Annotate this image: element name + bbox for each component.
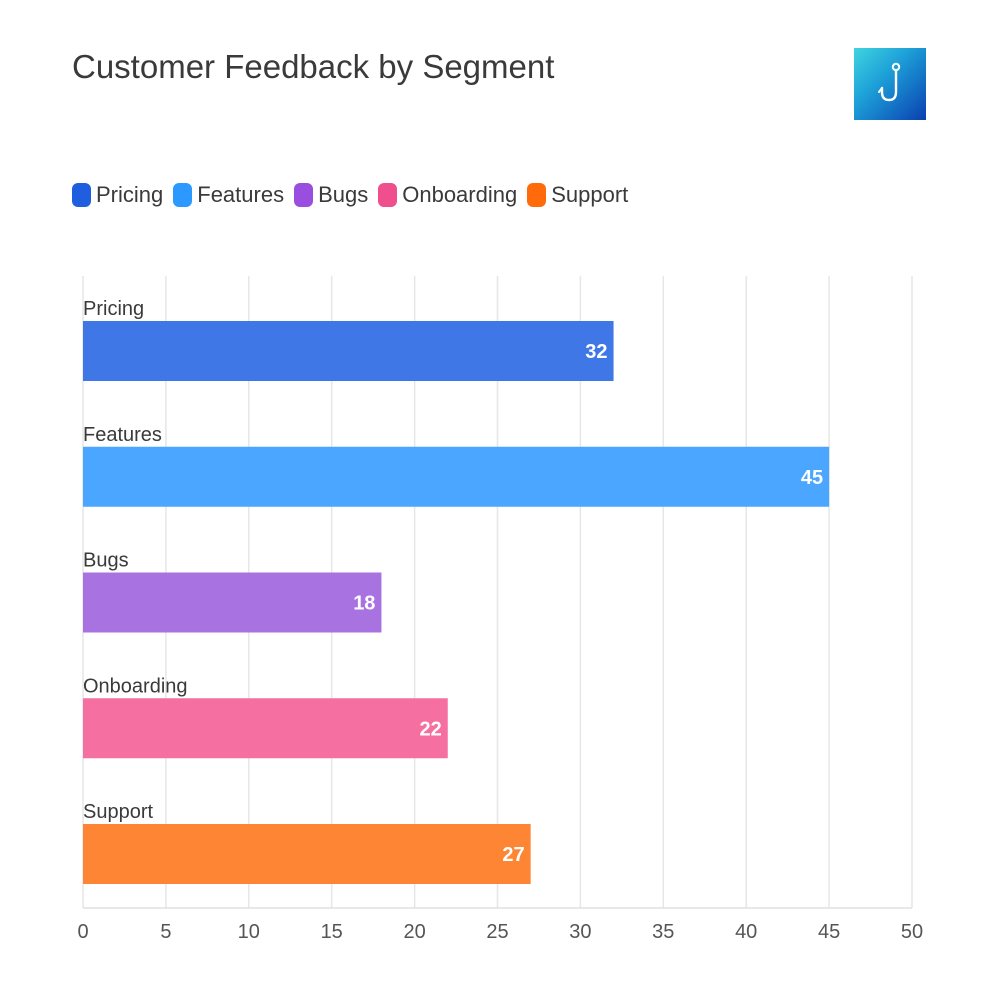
value-label-pricing: 32 xyxy=(585,341,607,363)
legend-label: Features xyxy=(197,182,285,207)
x-tick-label: 15 xyxy=(321,921,343,943)
legend-item-support[interactable]: Support xyxy=(527,182,628,208)
x-tick-label: 30 xyxy=(569,921,591,943)
legend-label: Bugs xyxy=(318,182,369,207)
x-tick-label: 10 xyxy=(238,921,260,943)
x-tick-label: 40 xyxy=(735,921,757,943)
category-label-bugs: Bugs xyxy=(83,550,129,572)
logo xyxy=(854,48,926,120)
legend-label: Onboarding xyxy=(402,182,518,207)
legend-swatch xyxy=(173,183,193,207)
bar-features[interactable] xyxy=(83,446,830,507)
x-tick-label: 25 xyxy=(486,921,508,943)
legend-label: Pricing xyxy=(96,182,164,207)
x-tick-label: 20 xyxy=(403,921,425,943)
chart-title: Customer Feedback by Segment xyxy=(72,48,555,85)
x-tick-label: 50 xyxy=(901,921,923,943)
legend-swatch xyxy=(294,183,314,207)
legend: Pricing Features Bugs Onboarding Support xyxy=(72,182,638,208)
x-tick-label: 0 xyxy=(77,921,88,943)
legend-item-onboarding[interactable]: Onboarding xyxy=(378,182,517,208)
bar-support[interactable] xyxy=(83,824,531,884)
bar-pricing[interactable] xyxy=(83,321,614,381)
fishhook-icon xyxy=(878,62,901,102)
legend-item-bugs[interactable]: Bugs xyxy=(294,182,368,208)
category-label-onboarding: Onboarding xyxy=(83,675,188,697)
x-tick-label: 5 xyxy=(160,921,171,943)
value-label-features: 45 xyxy=(801,467,823,489)
value-label-support: 27 xyxy=(502,844,524,866)
legend-swatch xyxy=(378,183,398,207)
legend-swatch xyxy=(72,183,91,207)
bar-onboarding[interactable] xyxy=(83,698,448,759)
legend-item-features[interactable]: Features xyxy=(173,182,284,208)
legend-label: Support xyxy=(551,182,629,207)
category-label-features: Features xyxy=(83,424,162,446)
category-label-support: Support xyxy=(83,801,153,823)
value-label-onboarding: 22 xyxy=(420,718,442,740)
x-tick-label: 45 xyxy=(818,921,840,943)
bar-bugs[interactable] xyxy=(83,572,382,633)
category-label-pricing: Pricing xyxy=(83,298,144,320)
x-tick-label: 35 xyxy=(652,921,674,943)
legend-swatch xyxy=(527,183,547,207)
value-label-bugs: 18 xyxy=(353,593,375,615)
legend-item-pricing[interactable]: Pricing xyxy=(72,182,163,208)
